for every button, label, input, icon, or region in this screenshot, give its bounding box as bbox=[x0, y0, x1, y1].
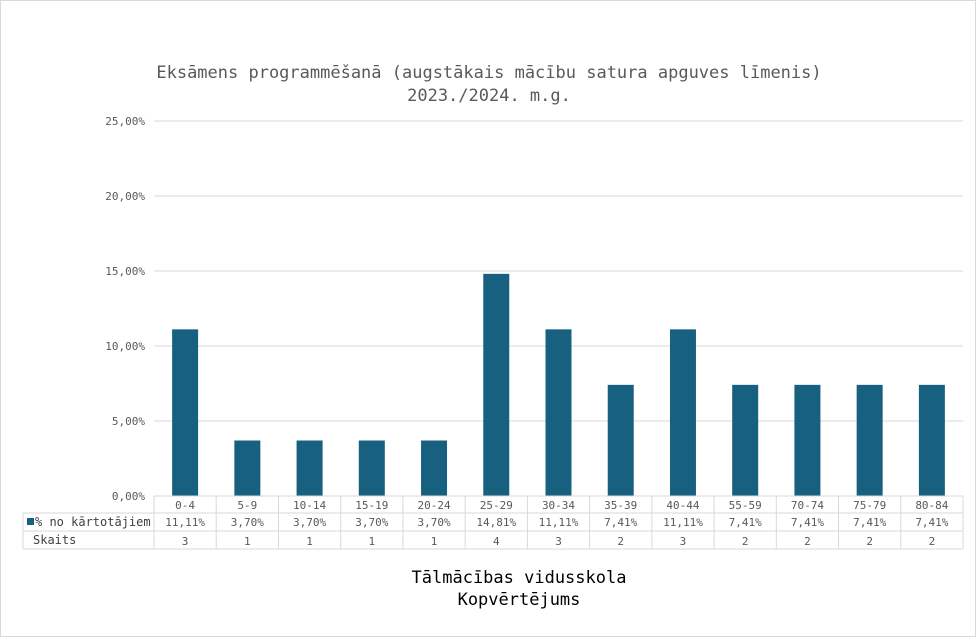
data-label: 7,41% bbox=[915, 516, 948, 529]
data-label: 11,11% bbox=[539, 516, 579, 529]
y-tick-label: 20,00% bbox=[105, 190, 145, 203]
category-label: 30-34 bbox=[542, 499, 575, 512]
data-label: 7,41% bbox=[791, 516, 824, 529]
count-label: 2 bbox=[866, 535, 873, 548]
count-label: 2 bbox=[742, 535, 749, 548]
data-label: 7,41% bbox=[853, 516, 886, 529]
y-tick-label: 15,00% bbox=[105, 265, 145, 278]
legend-key bbox=[27, 518, 34, 525]
footer-summary: Kopvērtējums bbox=[457, 590, 581, 610]
count-label: 2 bbox=[617, 535, 624, 548]
y-tick-label: 0,00% bbox=[112, 490, 145, 503]
category-label: 5-9 bbox=[237, 499, 257, 512]
y-tick-label: 10,00% bbox=[105, 340, 145, 353]
category-label: 70-74 bbox=[791, 499, 824, 512]
y-tick-label: 5,00% bbox=[112, 415, 145, 428]
data-label: 3,70% bbox=[417, 516, 450, 529]
data-label: 3,70% bbox=[231, 516, 264, 529]
bar bbox=[358, 440, 385, 496]
data-label: 11,11% bbox=[663, 516, 703, 529]
y-tick-label: 25,00% bbox=[105, 115, 145, 128]
bar bbox=[918, 384, 945, 496]
bar bbox=[421, 440, 448, 496]
count-label: 3 bbox=[182, 535, 189, 548]
count-label: 1 bbox=[306, 535, 313, 548]
category-label: 40-44 bbox=[666, 499, 699, 512]
category-label: 25-29 bbox=[480, 499, 513, 512]
count-label: 1 bbox=[244, 535, 251, 548]
count-label: 3 bbox=[680, 535, 687, 548]
bar bbox=[856, 384, 883, 496]
data-label: 3,70% bbox=[355, 516, 388, 529]
bar bbox=[545, 329, 572, 496]
bar bbox=[794, 384, 821, 496]
count-label: 4 bbox=[493, 535, 500, 548]
category-label: 0-4 bbox=[175, 499, 195, 512]
count-label: 2 bbox=[804, 535, 811, 548]
legend-label: % no kārtotājiem bbox=[35, 515, 151, 529]
chart-subtitle: 2023./2024. m.g. bbox=[407, 86, 571, 106]
bar bbox=[296, 440, 323, 496]
category-label: 35-39 bbox=[604, 499, 637, 512]
category-label: 10-14 bbox=[293, 499, 326, 512]
data-label: 7,41% bbox=[604, 516, 637, 529]
category-label: 80-84 bbox=[915, 499, 948, 512]
bar bbox=[234, 440, 261, 496]
chart-title: Eksāmens programmēšanā (augstākais mācīb… bbox=[156, 63, 822, 83]
category-label: 55-59 bbox=[729, 499, 762, 512]
bar bbox=[172, 329, 199, 496]
category-label: 20-24 bbox=[417, 499, 450, 512]
bar bbox=[669, 329, 696, 496]
data-label: 14,81% bbox=[476, 516, 516, 529]
category-label: 15-19 bbox=[355, 499, 388, 512]
category-label: 75-79 bbox=[853, 499, 886, 512]
count-label: 1 bbox=[431, 535, 438, 548]
bar bbox=[607, 384, 634, 496]
data-label: 7,41% bbox=[729, 516, 762, 529]
data-label: 3,70% bbox=[293, 516, 326, 529]
bar bbox=[732, 384, 759, 496]
count-label: 2 bbox=[929, 535, 936, 548]
table-row-label: Skaits bbox=[33, 533, 76, 547]
count-label: 3 bbox=[555, 535, 562, 548]
bar bbox=[483, 273, 510, 496]
data-label: 11,11% bbox=[165, 516, 205, 529]
footer-school: Tālmācības vidusskola bbox=[411, 568, 627, 588]
count-label: 1 bbox=[368, 535, 375, 548]
